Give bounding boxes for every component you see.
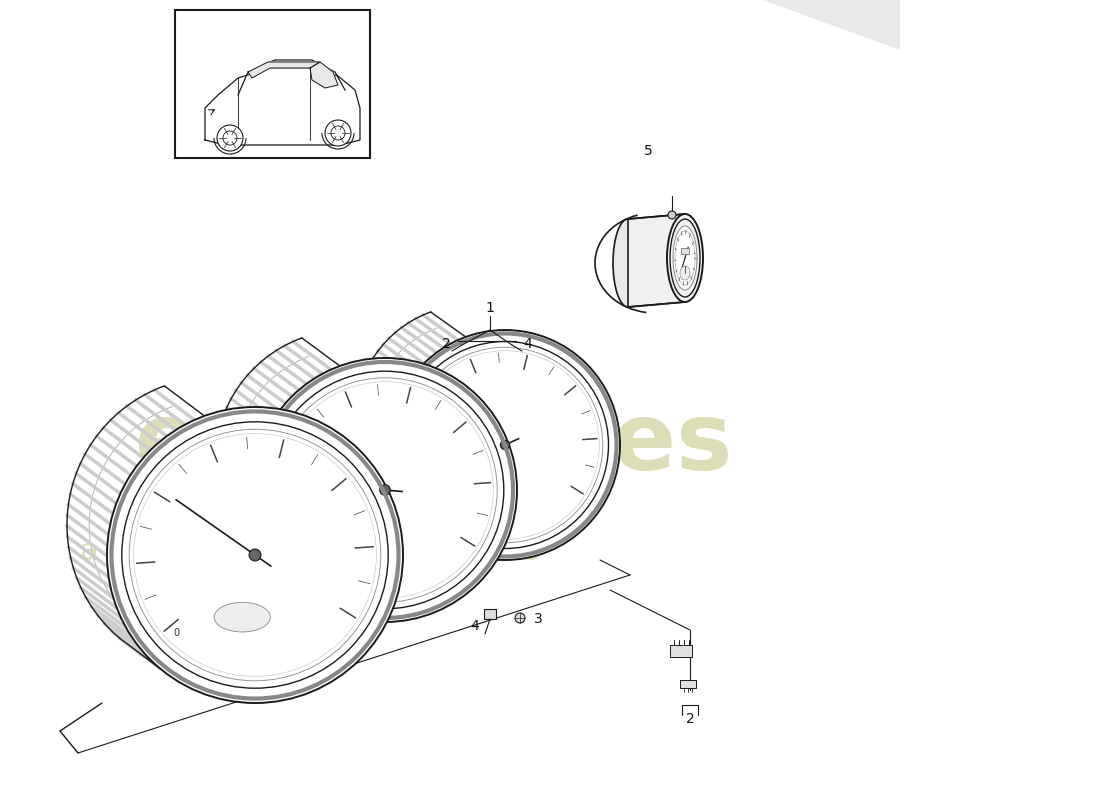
Circle shape xyxy=(324,120,351,146)
Circle shape xyxy=(266,371,504,609)
Bar xyxy=(484,609,496,619)
Circle shape xyxy=(402,342,608,549)
Ellipse shape xyxy=(680,266,690,280)
Ellipse shape xyxy=(667,214,703,302)
Text: 4: 4 xyxy=(471,619,480,633)
Circle shape xyxy=(410,350,600,539)
Circle shape xyxy=(129,429,381,681)
Circle shape xyxy=(500,440,509,450)
Circle shape xyxy=(253,358,517,622)
Bar xyxy=(175,10,370,158)
Circle shape xyxy=(407,347,603,542)
Circle shape xyxy=(217,125,243,151)
Text: 2: 2 xyxy=(685,712,694,726)
Circle shape xyxy=(133,434,376,676)
Circle shape xyxy=(122,422,388,688)
Text: a passion for parts since 1985: a passion for parts since 1985 xyxy=(80,537,541,566)
Ellipse shape xyxy=(214,602,271,632)
Polygon shape xyxy=(310,62,338,88)
Text: 3: 3 xyxy=(534,612,542,626)
Ellipse shape xyxy=(613,219,644,307)
Circle shape xyxy=(668,211,676,219)
Text: 5: 5 xyxy=(644,144,652,158)
Ellipse shape xyxy=(675,231,695,285)
Circle shape xyxy=(515,613,525,623)
Circle shape xyxy=(273,378,497,602)
Polygon shape xyxy=(628,214,685,307)
Bar xyxy=(680,680,696,688)
Ellipse shape xyxy=(673,226,697,290)
Text: 4: 4 xyxy=(524,337,532,351)
Text: eurospares: eurospares xyxy=(135,398,733,490)
Bar xyxy=(681,248,689,254)
Circle shape xyxy=(379,485,390,495)
Circle shape xyxy=(249,549,261,561)
Circle shape xyxy=(277,382,493,598)
Text: 1: 1 xyxy=(485,301,494,315)
Bar xyxy=(670,645,692,657)
Circle shape xyxy=(390,330,620,560)
Text: 2: 2 xyxy=(441,337,450,351)
Polygon shape xyxy=(248,62,320,78)
Circle shape xyxy=(107,407,403,703)
Text: 0: 0 xyxy=(174,629,179,638)
Wedge shape xyxy=(148,0,900,50)
Ellipse shape xyxy=(670,219,700,297)
